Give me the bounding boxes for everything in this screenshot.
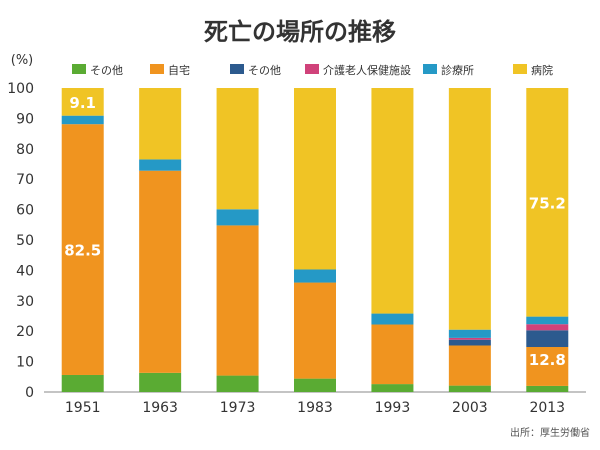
- legend-label: 自宅: [168, 63, 190, 77]
- bar-segment: [371, 313, 414, 325]
- bar-segment: [371, 88, 414, 314]
- source-note: 出所：厚生労働省: [510, 426, 590, 439]
- bar-segment: [448, 345, 491, 386]
- bar-segment: [216, 375, 259, 392]
- y-tick-label: 40: [16, 263, 34, 279]
- data-label: 9.1: [69, 94, 96, 112]
- x-tick-label: 2003: [452, 400, 488, 416]
- bar-segment: [526, 316, 569, 325]
- legend-label: 病院: [531, 63, 553, 77]
- bar-segment: [371, 324, 414, 385]
- x-tick-label: 1951: [65, 400, 101, 416]
- bar-segment: [216, 225, 259, 376]
- x-tick-label: 1963: [142, 400, 178, 416]
- bar-segment: [216, 209, 259, 226]
- legend-swatch: [150, 64, 164, 74]
- y-axis-unit-label: (%): [11, 53, 34, 68]
- y-tick-label: 0: [25, 385, 34, 401]
- y-tick-label: 20: [16, 324, 34, 340]
- bar-segment: [371, 384, 414, 392]
- x-tick-label: 1973: [220, 400, 256, 416]
- legend-swatch: [72, 64, 86, 74]
- bar-segment: [139, 159, 182, 171]
- legend-label: 介護老人保健施設: [323, 63, 411, 77]
- bar-segment: [526, 385, 569, 392]
- legend-swatch: [423, 64, 437, 74]
- data-label: 75.2: [529, 194, 566, 212]
- y-tick-label: 10: [16, 355, 34, 371]
- bar-segment: [61, 115, 104, 125]
- bar-segment: [139, 88, 182, 160]
- y-tick-label: 70: [16, 172, 34, 188]
- bar-segment: [61, 88, 104, 116]
- data-labels: 9.1 82.5 75.2 12.8: [64, 94, 566, 369]
- bar-segment: [61, 124, 104, 375]
- legend-label: その他: [90, 64, 123, 77]
- bar-segment: [294, 378, 336, 392]
- x-tick-label: 1983: [297, 400, 333, 416]
- y-tick-label: 80: [16, 142, 34, 158]
- y-tick-label: 30: [16, 294, 34, 310]
- bar-segment: [216, 88, 259, 210]
- legend-swatch: [513, 64, 527, 74]
- bar-segment: [294, 269, 336, 283]
- legend-label: その他: [248, 64, 281, 77]
- bar-segment: [526, 324, 569, 331]
- data-label: 12.8: [529, 351, 566, 369]
- y-tick-label: 50: [16, 233, 34, 249]
- chart-title: 死亡の場所の推移: [204, 18, 396, 46]
- bar-segment: [526, 88, 569, 317]
- x-tick-label: 1993: [375, 400, 411, 416]
- bar-segment: [526, 330, 569, 348]
- bar-segment: [526, 347, 569, 386]
- x-tick-label: 2013: [529, 400, 565, 416]
- legend-label: 診療所: [441, 63, 474, 77]
- legend-swatch: [305, 64, 319, 74]
- y-tick-label: 60: [16, 203, 34, 219]
- bar-segment: [448, 329, 491, 338]
- bars: [61, 88, 569, 392]
- bar-segment: [294, 88, 336, 270]
- legend: その他 自宅 その他 介護老人保健施設 診療所 病院: [72, 63, 553, 77]
- bar-segment: [448, 88, 491, 330]
- bar-segment: [61, 374, 104, 392]
- bar-segment: [139, 170, 182, 373]
- bar-segment: [448, 337, 491, 340]
- legend-swatch: [230, 64, 244, 74]
- data-label: 82.5: [64, 242, 101, 260]
- y-tick-label: 90: [16, 111, 34, 127]
- y-tick-label: 100: [7, 81, 34, 97]
- bar-segment: [294, 282, 336, 379]
- x-axis: 1951 1963 1973 1983 1993 2003 2013: [65, 400, 565, 416]
- bar-segment: [139, 372, 182, 392]
- bar-segment: [448, 339, 491, 346]
- bar-segment: [448, 385, 491, 392]
